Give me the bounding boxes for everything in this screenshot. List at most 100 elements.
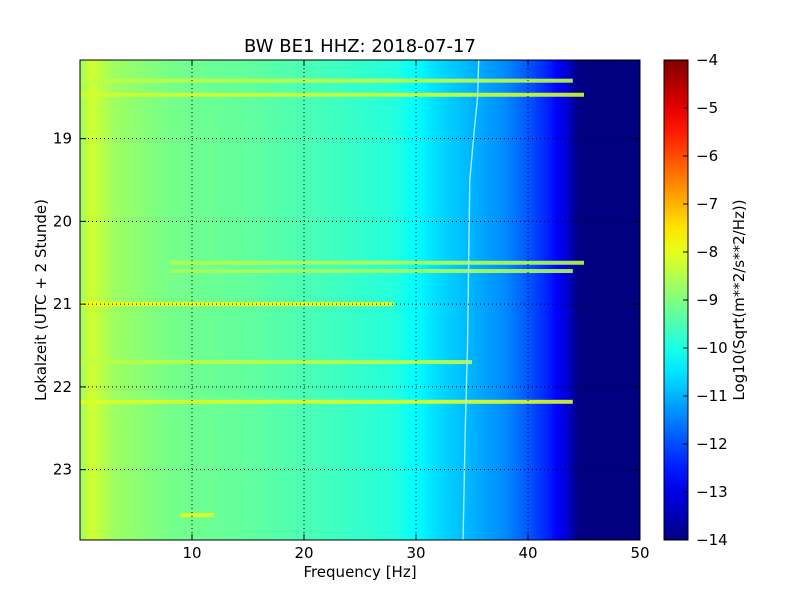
colorbar-tick-label: −12 bbox=[696, 435, 728, 453]
spectrum-column bbox=[298, 60, 301, 540]
spectrum-column bbox=[272, 60, 275, 540]
x-tick-label: 10 bbox=[182, 544, 201, 562]
spectrum-column bbox=[264, 60, 267, 540]
spectrum-column bbox=[344, 60, 347, 540]
spectrum-column bbox=[484, 60, 487, 540]
spectrum-column bbox=[544, 60, 547, 540]
spectrum-column bbox=[300, 60, 303, 540]
spectrum-column bbox=[360, 60, 363, 540]
spectrum-column bbox=[164, 60, 167, 540]
spectrum-column bbox=[190, 60, 193, 540]
spectrum-column bbox=[126, 60, 129, 540]
spectrum-column bbox=[490, 60, 493, 540]
spectrum-column bbox=[502, 60, 505, 540]
spectrum-column bbox=[304, 60, 307, 540]
spectrum-column bbox=[448, 60, 451, 540]
spectrum-column bbox=[508, 60, 511, 540]
y-axis-ticks: 19 20 21 22 23 bbox=[53, 130, 640, 479]
x-axis-label: Frequency [Hz] bbox=[303, 563, 416, 581]
spectrum-column bbox=[386, 60, 389, 540]
spectrum-column bbox=[504, 60, 507, 540]
spectrum-column bbox=[308, 60, 311, 540]
spectrum-column bbox=[438, 60, 441, 540]
spectrum-column bbox=[524, 60, 527, 540]
spectrum-column bbox=[410, 60, 413, 540]
spectrum-column bbox=[408, 60, 411, 540]
colorbar-tick-label: −14 bbox=[696, 531, 728, 549]
spectrum-column bbox=[112, 60, 115, 540]
spectrum-column bbox=[456, 60, 459, 540]
spectrum-column bbox=[198, 60, 201, 540]
chart-title: BW BE1 HHZ: 2018-07-17 bbox=[244, 36, 476, 57]
spectrum-column bbox=[184, 60, 187, 540]
spectrum-column bbox=[158, 60, 161, 540]
spectral-line bbox=[462, 60, 480, 540]
high-energy-band bbox=[80, 78, 573, 83]
spectrum-column bbox=[602, 60, 605, 540]
colorbar-tick-label: −4 bbox=[696, 51, 718, 69]
spectrum-column bbox=[104, 60, 107, 540]
spectrum-column bbox=[620, 60, 623, 540]
spectrum-column bbox=[168, 60, 171, 540]
spectrum-column bbox=[84, 60, 87, 540]
spectrum-column bbox=[434, 60, 437, 540]
high-energy-band bbox=[169, 269, 573, 274]
spectrum-column bbox=[528, 60, 531, 540]
spectrum-column bbox=[196, 60, 199, 540]
spectrum-column bbox=[350, 60, 353, 540]
spectrum-column bbox=[266, 60, 269, 540]
spectrum-column bbox=[556, 60, 559, 540]
spectrum-column bbox=[292, 60, 295, 540]
spectrum-column bbox=[376, 60, 379, 540]
spectrum-column bbox=[338, 60, 341, 540]
spectrum-column bbox=[476, 60, 479, 540]
spectrum-column bbox=[242, 60, 245, 540]
spectrum-column bbox=[206, 60, 209, 540]
spectrum-column bbox=[560, 60, 563, 540]
spectrum-column bbox=[232, 60, 235, 540]
high-energy-band bbox=[80, 399, 573, 404]
spectrum-column bbox=[238, 60, 241, 540]
spectrum-column bbox=[478, 60, 481, 540]
spectrum-column bbox=[352, 60, 355, 540]
plot-frame bbox=[79, 59, 641, 541]
spectrum-column bbox=[638, 60, 640, 540]
colorbar-tick-label: −13 bbox=[696, 483, 728, 501]
spectrum-column bbox=[566, 60, 569, 540]
high-energy-band bbox=[180, 513, 215, 518]
spectrum-column bbox=[156, 60, 159, 540]
spectrum-column bbox=[428, 60, 431, 540]
spectrum-column bbox=[406, 60, 409, 540]
spectrum-column bbox=[628, 60, 631, 540]
spectrum-column bbox=[348, 60, 351, 540]
spectrum-column bbox=[488, 60, 491, 540]
spectrum-column bbox=[634, 60, 637, 540]
spectrum-column bbox=[622, 60, 625, 540]
spectrum-column bbox=[396, 60, 399, 540]
colorbar-tick-label: −9 bbox=[696, 291, 718, 309]
spectrum-column bbox=[630, 60, 633, 540]
spectrum-column bbox=[548, 60, 551, 540]
spectrum-column bbox=[460, 60, 463, 540]
spectrum-column bbox=[440, 60, 443, 540]
spectrum-column bbox=[554, 60, 557, 540]
spectrum-column bbox=[382, 60, 385, 540]
spectrum-column bbox=[296, 60, 299, 540]
high-energy-band bbox=[80, 92, 584, 97]
colorbar-tick-label: −7 bbox=[696, 195, 718, 213]
spectrum-column bbox=[624, 60, 627, 540]
spectrum-column bbox=[400, 60, 403, 540]
spectrum-column bbox=[416, 60, 419, 540]
spectrum-column bbox=[444, 60, 447, 540]
spectrum-column bbox=[116, 60, 119, 540]
spectrum-column bbox=[372, 60, 375, 540]
spectrum-column bbox=[436, 60, 439, 540]
spectrum-column bbox=[200, 60, 203, 540]
spectrum-column bbox=[370, 60, 373, 540]
spectrum-column bbox=[616, 60, 619, 540]
spectrum-column bbox=[162, 60, 165, 540]
spectrum-column bbox=[550, 60, 553, 540]
spectrum-column bbox=[606, 60, 609, 540]
spectrum-column bbox=[392, 60, 395, 540]
y-tick-label: 19 bbox=[53, 130, 72, 148]
